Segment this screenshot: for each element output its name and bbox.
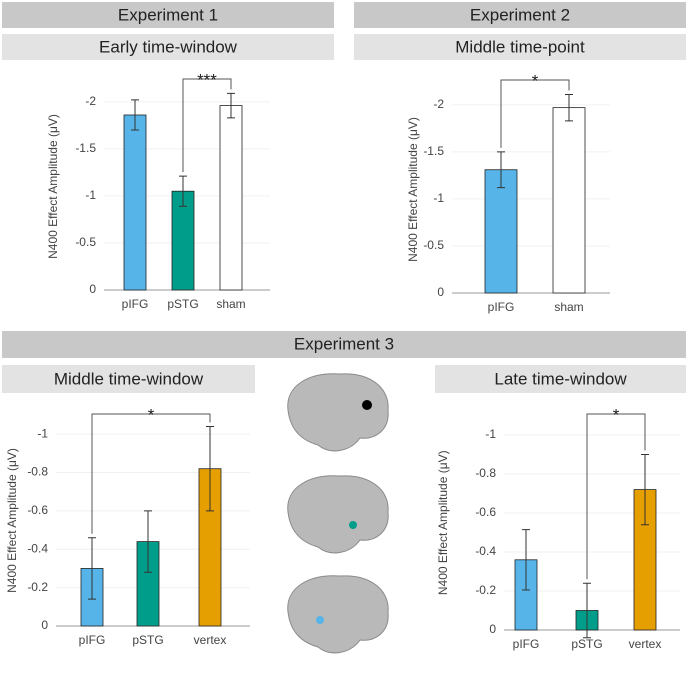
x-tick-label: pSTG [167,297,198,311]
significance-label: * [532,71,539,90]
significance-label: * [148,405,155,424]
significance-bracket [91,413,211,534]
y-tick-label: -0.6 [27,503,48,517]
bar [484,169,518,294]
y-tick-label: -1 [485,427,496,441]
brain-images [287,373,389,654]
significance-bracket [586,413,646,580]
y-tick-label: -1.5 [423,144,444,158]
error-bar [88,537,96,600]
x-tick-label: vertex [629,637,662,651]
x-tick-label: sham [554,300,583,314]
y-tick-label: -2 [85,94,96,108]
error-bar [131,99,139,131]
y-tick-label: -2 [433,97,444,111]
header-box [354,2,686,28]
y-tick-label: -1.5 [75,141,96,155]
y-tick-label: -0.2 [27,580,48,594]
error-bar [144,510,152,573]
x-tick-label: pIFG [488,300,515,314]
significance-bracket [500,79,570,148]
brain [287,475,389,554]
error-bar [583,582,591,639]
y-axis-label: N400 Effect Amplitude (μV) [406,117,420,262]
y-tick-label: -1 [433,191,444,205]
y-tick-label: -0.4 [475,544,496,558]
y-tick-label: -0.2 [475,583,496,597]
y-tick-label: -0.5 [423,238,444,252]
stimulation-site [316,616,324,624]
bar [552,107,586,294]
brain [287,575,389,654]
chart-title: Middle time-point [455,37,585,56]
chart-title: Late time-window [494,369,627,388]
experiment-header: Experiment 3 [294,334,394,353]
brain [287,373,389,452]
y-tick-label: -0.4 [27,541,48,555]
subtitle-box [435,365,686,393]
subtitle-box [2,365,255,393]
experiment-header: Experiment 2 [470,5,570,24]
y-tick-label: -0.8 [475,466,496,480]
subtitle-box [2,34,334,60]
error-bar [497,151,505,189]
y-tick-label: -1 [85,188,96,202]
y-tick-label: -0.8 [27,465,48,479]
experiment-header: Experiment 1 [118,5,218,24]
x-tick-label: pIFG [513,637,540,651]
error-bar [522,529,530,591]
y-axis-label: N400 Effect Amplitude (μV) [5,448,19,593]
y-tick-label: -1 [37,426,48,440]
significance-bracket [182,78,232,173]
error-bar [641,454,649,526]
y-tick-label: -0.5 [75,235,96,249]
x-tick-label: sham [216,297,245,311]
stimulation-site [362,400,372,410]
x-tick-label: pSTG [132,633,163,647]
y-axis-label: N400 Effect Amplitude (μV) [46,114,60,259]
bar [219,105,243,291]
header-box [2,331,686,358]
header-box [2,2,334,28]
y-tick-label: 0 [437,285,444,299]
y-tick-label: 0 [489,622,496,636]
x-tick-label: pIFG [79,633,106,647]
significance-label: *** [197,70,217,89]
y-tick-label: 0 [41,618,48,632]
y-tick-label: -0.6 [475,505,496,519]
chart-title: Early time-window [99,37,238,56]
stimulation-site [349,521,357,529]
error-bar [227,92,235,119]
error-bar [179,175,187,207]
y-axis-label: N400 Effect Amplitude (μV) [436,450,450,595]
subtitle-box [354,34,686,60]
significance-label: * [613,405,620,424]
x-tick-label: vertex [194,633,227,647]
x-tick-label: pSTG [571,637,602,651]
error-bar [206,426,214,512]
bar [123,114,147,291]
x-tick-label: pIFG [122,297,149,311]
chart-title: Middle time-window [54,369,204,388]
y-tick-label: 0 [89,282,96,296]
error-bar [565,93,573,122]
